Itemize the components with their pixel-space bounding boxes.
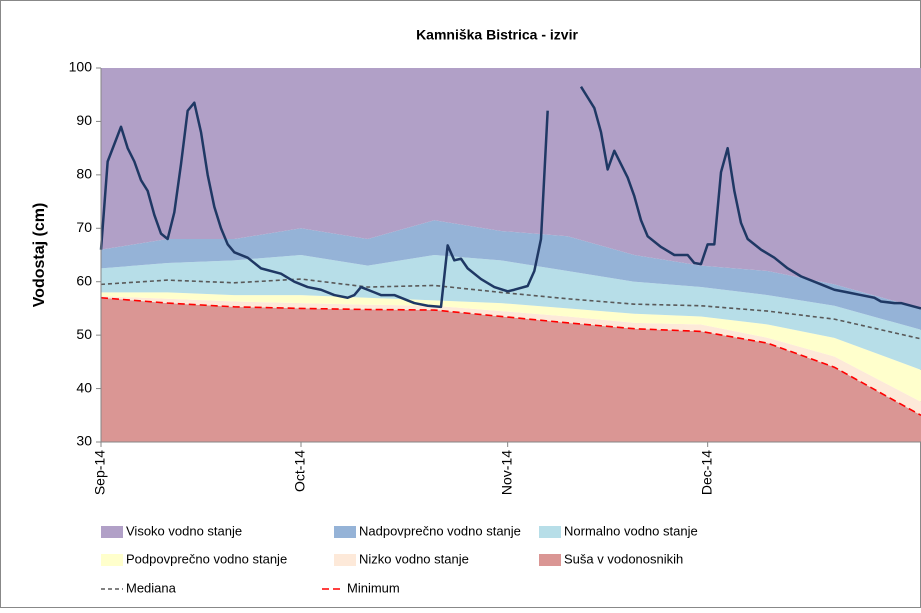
legend-swatch [101, 526, 123, 538]
x-tick-label: Oct-14 [292, 450, 308, 492]
area-band [101, 255, 921, 370]
area-band [101, 68, 921, 309]
y-tick-label: 70 [76, 219, 92, 235]
area-band [101, 292, 921, 402]
legend-label: Nizko vodno stanje [359, 551, 469, 566]
legend-label: Suša v vodonosnikih [564, 551, 683, 566]
y-tick-label: 60 [76, 272, 92, 288]
legend-label: Visoko vodno stanje [126, 523, 242, 538]
legend-label: Nadpovprečno vodno stanje [359, 523, 521, 538]
reference-line [100, 296, 921, 416]
legend-label: Normalno vodno stanje [564, 523, 698, 538]
area-band [101, 220, 921, 330]
chart-title: Kamniška Bistrica - izvir [416, 27, 578, 43]
legend-swatch [539, 526, 561, 538]
legend-swatch [334, 554, 356, 566]
legend-label: Minimum [347, 580, 400, 595]
legend-label: Podpovprečno vodno stanje [126, 551, 287, 566]
legend-label: Mediana [126, 580, 177, 595]
legend-swatch [334, 526, 356, 538]
y-tick-label: 50 [76, 326, 92, 342]
x-tick-label: Sep-14 [92, 450, 108, 495]
x-tick-label: Nov-14 [498, 450, 514, 495]
y-tick-label: 40 [76, 379, 92, 395]
water-level-line [99, 86, 921, 310]
y-tick-label: 30 [76, 433, 92, 449]
y-tick-label: 90 [76, 112, 92, 128]
y-tick-label: 80 [76, 166, 92, 182]
x-tick-label: Dec-14 [698, 450, 714, 495]
y-axis-label: Vodostaj (cm) [31, 203, 48, 308]
legend-swatch [539, 554, 561, 566]
reference-line [100, 278, 921, 340]
area-band [101, 297, 921, 442]
y-tick-label: 100 [69, 59, 93, 75]
legend-swatch [101, 554, 123, 566]
